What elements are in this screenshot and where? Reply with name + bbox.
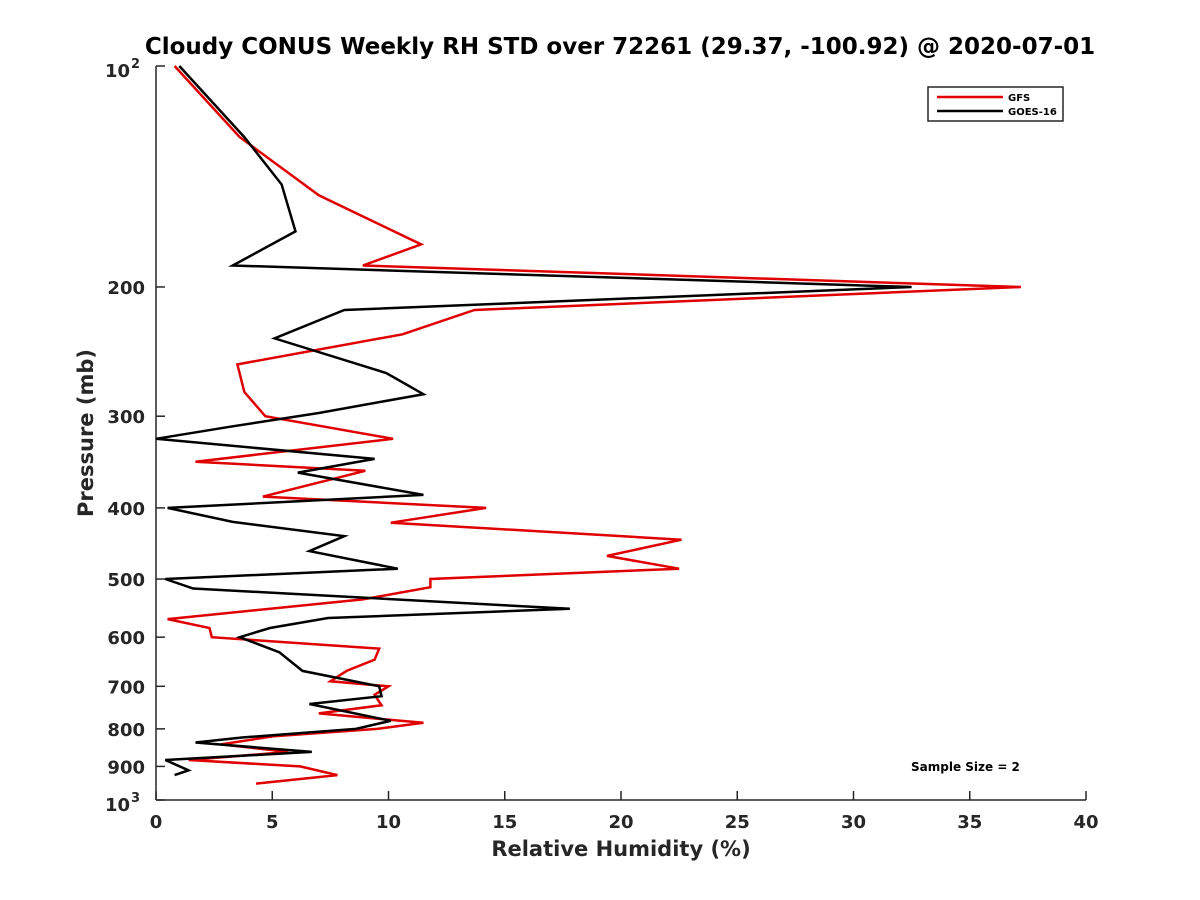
y-tick-exponent: 3 [131, 791, 140, 806]
y-tick-label: 10 [105, 795, 130, 816]
y-tick-label: 600 [107, 628, 145, 649]
y-tick-label: 500 [107, 570, 145, 591]
y-tick-label: 300 [107, 407, 145, 428]
x-tick-label: 15 [492, 812, 517, 833]
x-tick-label: 0 [150, 812, 163, 833]
y-tick-label: 400 [107, 499, 145, 520]
legend: GFS GOES-16 [927, 86, 1064, 122]
x-ticks: 0 5 10 15 20 25 30 35 40 [150, 791, 1099, 833]
y-tick-label: 700 [107, 677, 145, 698]
y-tick-label: 900 [107, 757, 145, 778]
x-tick-label: 20 [608, 812, 633, 833]
legend-label-gfs: GFS [1008, 93, 1030, 104]
x-tick-label: 10 [376, 812, 401, 833]
series-lines [155, 65, 1021, 785]
y-tick-label: 800 [107, 720, 145, 741]
legend-box [927, 86, 1064, 122]
x-tick-label: 40 [1073, 812, 1098, 833]
plot-area: 0 5 10 15 20 25 30 35 40 10 220030040050060070080… [105, 57, 1099, 833]
x-tick-label: 5 [266, 812, 279, 833]
x-axis-label: Relative Humidity (%) [491, 837, 750, 861]
chart-title: Cloudy CONUS Weekly RH STD over 72261 (2… [145, 34, 1095, 60]
series-line-goes16 [155, 65, 912, 777]
legend-label-goes16: GOES-16 [1008, 107, 1057, 118]
x-tick-label: 35 [957, 812, 982, 833]
x-tick-label: 30 [841, 812, 866, 833]
y-tick-base: 10 [105, 61, 130, 82]
y-axis-label: Pressure (mb) [74, 349, 98, 517]
x-tick-label: 25 [725, 812, 750, 833]
y-tick-label: 10 [105, 61, 130, 82]
y-tick-base: 10 [105, 795, 130, 816]
y-tick-exponent: 2 [131, 57, 140, 72]
series-line-gfs [167, 65, 1021, 785]
y-tick-label: 200 [107, 278, 145, 299]
sample-size-annotation: Sample Size = 2 [911, 760, 1020, 774]
